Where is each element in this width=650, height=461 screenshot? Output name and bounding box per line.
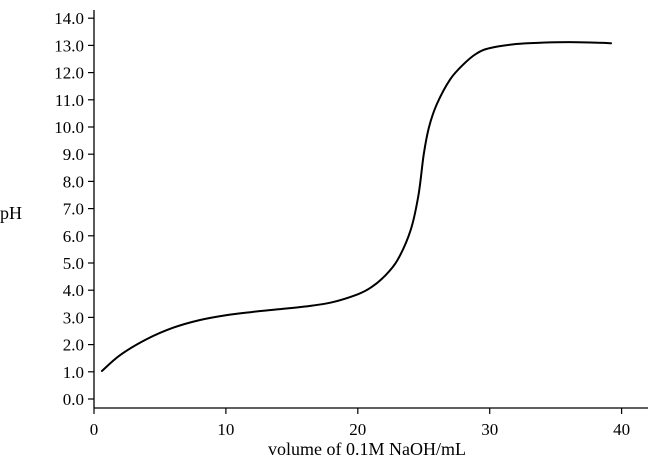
y-tick-label: 9.0 bbox=[63, 145, 84, 164]
y-tick-label: 12.0 bbox=[54, 64, 84, 83]
y-axis-title: pH bbox=[0, 203, 22, 223]
x-tick-label: 20 bbox=[349, 420, 366, 439]
y-tick-label: 11.0 bbox=[55, 91, 84, 110]
y-tick-label: 13.0 bbox=[54, 36, 84, 55]
y-tick-label: 0.0 bbox=[63, 390, 84, 409]
x-axis: 0 10 20 30 40 bbox=[90, 407, 648, 439]
y-tick-label: 5.0 bbox=[63, 254, 84, 273]
y-tick-label: 10.0 bbox=[54, 118, 84, 137]
y-axis: 0.0 1.0 2.0 3.0 4.0 5.0 6.0 7.0 8.0 9.0 10.0 11.0 12… bbox=[54, 9, 95, 409]
x-tick-label: 0 bbox=[90, 420, 99, 439]
y-tick-label: 14.0 bbox=[54, 9, 84, 28]
y-tick-label: 2.0 bbox=[63, 336, 84, 355]
plot-area bbox=[94, 10, 648, 408]
y-tick-label: 4.0 bbox=[63, 281, 84, 300]
y-tick-label: 1.0 bbox=[63, 363, 84, 382]
y-tick-label: 7.0 bbox=[63, 200, 84, 219]
y-tick-label: 3.0 bbox=[63, 308, 84, 327]
plot-frame bbox=[94, 10, 648, 408]
y-tick-label: 6.0 bbox=[63, 227, 84, 246]
x-tick-label: 30 bbox=[481, 420, 498, 439]
series-layer bbox=[100, 41, 613, 372]
x-tick-label: 10 bbox=[217, 420, 234, 439]
x-axis-title: volume of 0.1M NaOH/mL bbox=[268, 439, 466, 459]
x-tick-label: 40 bbox=[613, 420, 630, 439]
titration-curve bbox=[100, 41, 613, 372]
y-tick-label: 8.0 bbox=[63, 172, 84, 191]
